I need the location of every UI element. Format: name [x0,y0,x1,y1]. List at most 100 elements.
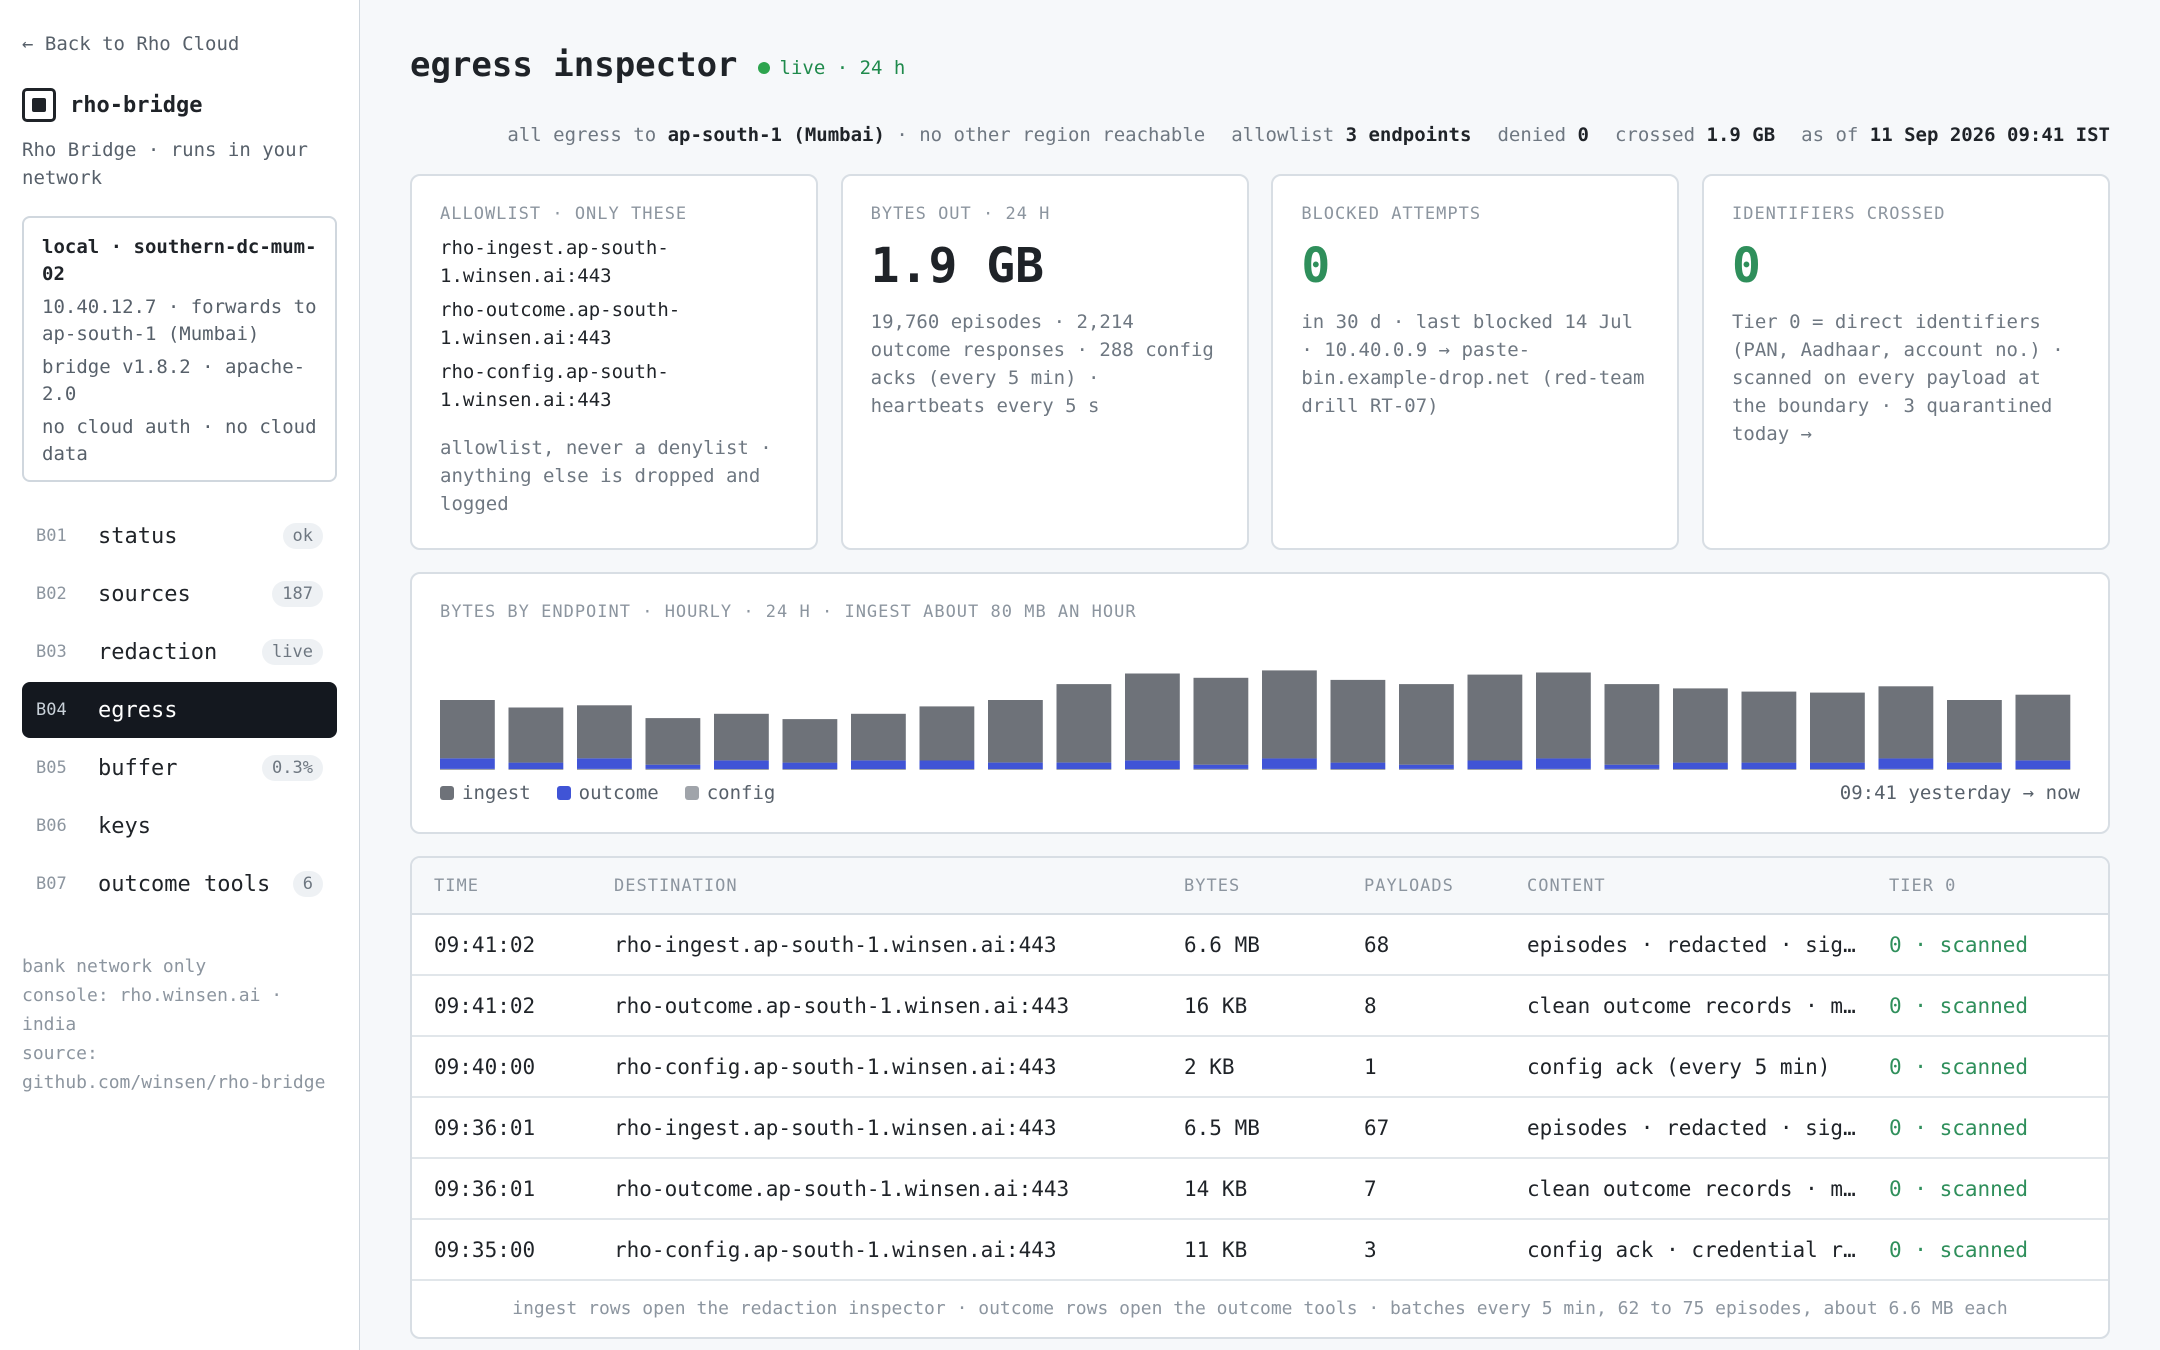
cell-content: episodes · redacted · signed [1505,914,1867,976]
sidebar-item-buffer[interactable]: B05 buffer 0.3% [22,740,337,796]
region-value: ap-south-1 (Mumbai) [667,124,885,146]
bar-config-7 [851,768,906,770]
table-row[interactable]: 09:35:00 rho-config.ap-south-1.winsen.ai… [412,1219,2108,1281]
legend-swatch-outcome [556,786,571,800]
count-badge: 187 [272,581,323,607]
bar-outcome-15 [1399,764,1454,769]
page-header: egress inspector live · 24 h [410,40,2110,90]
nav-label: outcome tools [98,871,271,897]
bytes-out-value: 1.9 GB [870,238,1045,294]
bar-config-20 [1741,768,1797,770]
bar-outcome-22 [1878,758,1934,769]
table-footer-note: ingest rows open the redaction inspector… [512,1298,2008,1319]
count-badge: 6 [292,871,323,897]
region-summary: all egress to ap-south-1 (Mumbai) · no o… [507,124,1206,146]
allowlist-entry: rho-config.ap-south-1.winsen.ai:443 [440,361,669,411]
live-indicator: live · 24 h [757,57,906,79]
sidebar-item-redaction[interactable]: B03 redaction live [22,624,337,680]
status-badge: ok [282,523,323,549]
legend-swatch-config [684,786,699,800]
col-tier0: TIER 0 [1867,858,2108,915]
cell-tier0: 0 · scanned [1867,1219,2108,1281]
network-note: bank network only [22,956,207,977]
allowlist-summary: allowlist 3 endpoints [1231,124,1472,146]
bar-config-1 [440,768,495,770]
sidebar-item-sources[interactable]: B02 sources 187 [22,566,337,622]
stat-cards: ALLOWLIST · ONLY THESE rho-ingest.ap-sou… [410,174,2110,550]
bar-config-5 [714,768,769,770]
sidebar-item-keys[interactable]: B06 keys [22,798,337,854]
bar-outcome-17 [1536,758,1591,769]
bar-outcome-23 [1947,762,2002,769]
bar-ingest-3 [577,705,632,759]
sidebar-item-egress[interactable]: B04 egress [22,682,337,738]
bytes-chart-card: BYTES BY ENDPOINT · HOURLY · 24 H · INGE… [410,572,2110,834]
brand-name: rho-bridge [70,92,203,118]
bar-ingest-22 [1878,686,1934,759]
table-row[interactable]: 09:41:02 rho-outcome.ap-south-1.winsen.a… [412,975,2108,1037]
table-header-row: TIME DESTINATION BYTES PAYLOADS CONTENT … [412,858,2108,915]
cell-payloads: 67 [1342,1097,1505,1159]
page-title: egress inspector [410,45,738,85]
table-row[interactable]: 09:40:00 rho-config.ap-south-1.winsen.ai… [412,1036,2108,1098]
identifiers-crossed-card[interactable]: IDENTIFIERS CROSSED 0 Tier 0 = direct id… [1701,174,2110,550]
table-row[interactable]: 09:36:01 rho-outcome.ap-south-1.winsen.a… [412,1158,2108,1220]
sidebar-item-outcome-tools[interactable]: B07 outcome tools 6 [22,856,337,912]
cell-payloads: 8 [1342,975,1505,1037]
blocked-attempts-card: BLOCKED ATTEMPTS 0 in 30 d · last blocke… [1271,174,1680,550]
bridge-host: local · southern-dc-mum-02 [42,236,317,285]
bar-config-24 [2015,768,2071,770]
chart-title: BYTES BY ENDPOINT · HOURLY · 24 H · INGE… [440,602,1137,622]
cell-time: 09:35:00 [412,1219,592,1281]
bar-config-8 [919,768,975,770]
bar-outcome-10 [1056,762,1112,769]
cell-destination: rho-ingest.ap-south-1.winsen.ai:443 [592,1097,1162,1159]
bar-ingest-20 [1741,691,1797,763]
sidebar-item-status[interactable]: B01 status ok [22,508,337,564]
cell-tier0: 0 · scanned [1867,914,2108,976]
allowlist-value: 3 endpoints [1345,124,1472,146]
card-label: ALLOWLIST · ONLY THESE [440,204,688,224]
cell-payloads: 7 [1342,1158,1505,1220]
bar-outcome-24 [2015,760,2071,769]
percent-badge: 0.3% [262,755,323,781]
back-to-cloud-link[interactable]: ← Back to Rho Cloud [22,33,240,55]
bar-config-23 [1947,768,2002,770]
bar-config-3 [577,768,632,770]
bar-outcome-16 [1467,760,1523,769]
bar-ingest-13 [1262,670,1317,759]
bridge-address: 10.40.12.7 · forwards to ap-south-1 (Mum… [42,296,317,345]
bar-config-15 [1399,768,1454,770]
cell-time: 09:36:01 [412,1097,592,1159]
col-time: TIME [412,858,592,915]
cell-content: episodes · redacted · signed [1505,1097,1867,1159]
cell-bytes: 2 KB [1162,1036,1342,1098]
bar-config-12 [1193,768,1249,770]
nav-code: B01 [36,526,67,546]
chart-legend: ingest outcome config [440,782,801,804]
allowlist-note: allowlist, never a denylist · anything e… [440,437,772,515]
live-label: live · 24 h [779,57,906,79]
bar-outcome-6 [782,762,838,769]
crossed-summary: crossed 1.9 GB [1614,124,1776,146]
table-row[interactable]: 09:41:02 rho-ingest.ap-south-1.winsen.ai… [412,914,2108,976]
bar-outcome-13 [1262,758,1317,769]
bytes-out-desc: 19,760 episodes · 2,214 outcome response… [870,311,1214,417]
bar-ingest-15 [1399,684,1454,765]
bridge-version: bridge v1.8.2 · apache-2.0 [42,356,306,405]
source-note: source: github.com/winsen/rho-bridge [22,1043,326,1093]
bar-ingest-1 [440,700,495,759]
cell-content: config ack · credential rotation [1505,1219,1867,1281]
cell-time: 09:41:02 [412,914,592,976]
bar-config-4 [645,768,701,770]
cell-destination: rho-outcome.ap-south-1.winsen.ai:443 [592,975,1162,1037]
nav-label: keys [98,813,151,839]
bar-config-16 [1467,768,1523,770]
col-payloads: PAYLOADS [1342,858,1505,915]
table-row[interactable]: 09:36:01 rho-ingest.ap-south-1.winsen.ai… [412,1097,2108,1159]
cell-content: clean outcome records · matched [1505,1158,1867,1220]
nav-code: B06 [36,816,67,836]
nav-code: B02 [36,584,67,604]
bar-ingest-9 [988,700,1043,763]
chart-range: 09:41 yesterday → now [1839,782,2080,804]
